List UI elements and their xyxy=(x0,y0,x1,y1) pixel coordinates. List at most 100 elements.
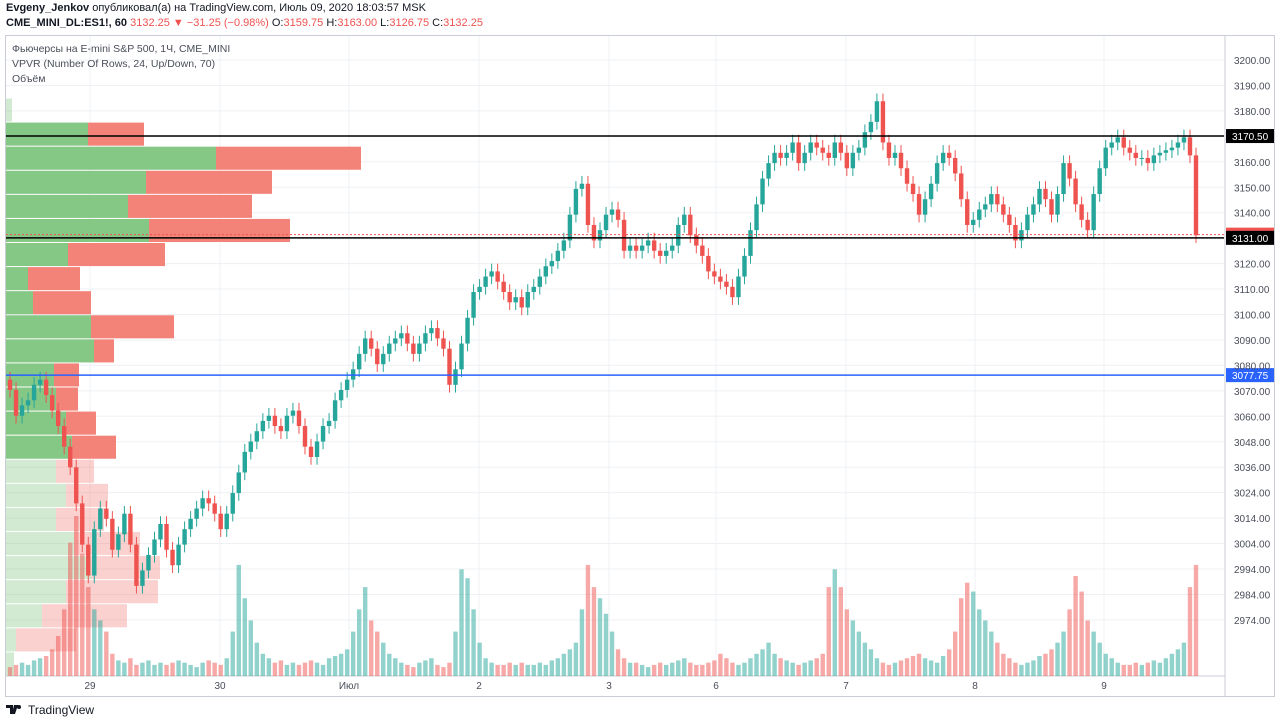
candle-body xyxy=(537,276,542,287)
candle-body xyxy=(573,188,579,215)
price-label-line: 3170.50 xyxy=(1226,129,1274,144)
volume-bar xyxy=(904,658,910,676)
volume-bar xyxy=(862,642,868,676)
x-tick-label: 9 xyxy=(1101,681,1107,692)
footer-brand[interactable]: TradingView xyxy=(6,703,94,718)
candle-body xyxy=(621,219,627,251)
candle-body xyxy=(447,348,452,385)
volume-bar xyxy=(1145,662,1151,676)
candle-body xyxy=(224,513,229,530)
volume-bar xyxy=(104,631,109,676)
candle-body xyxy=(98,508,103,530)
volume-bar xyxy=(561,653,567,676)
volume-bar xyxy=(736,664,741,676)
volume-bar xyxy=(585,564,591,676)
candle-body xyxy=(314,441,320,457)
volume-bar xyxy=(140,662,145,676)
vp-down-bar xyxy=(16,628,76,652)
open-label: O: xyxy=(271,17,284,29)
legend-vpvr[interactable]: VPVR (Number Of Rows, 24, Up/Down, 70) xyxy=(12,58,216,70)
vp-down-bar xyxy=(94,339,114,363)
candle-body xyxy=(778,152,783,158)
vp-up-bar xyxy=(6,459,56,483)
volume-bar xyxy=(525,664,530,676)
candle-body xyxy=(477,286,482,292)
legend-symbol[interactable]: Фьючерсы на E-mini S&P 500, 1Ч, CME_MINI xyxy=(12,43,231,55)
volume-bar xyxy=(362,587,368,676)
author-name[interactable]: Evgeny_Jenkov xyxy=(6,2,90,14)
volume-bar xyxy=(1073,576,1078,676)
y-tick-label: 3014.00 xyxy=(1234,514,1271,525)
candle-body xyxy=(826,152,831,158)
volume-bar xyxy=(25,664,31,676)
volume-bar xyxy=(724,658,729,676)
candle-body xyxy=(1037,188,1042,205)
volume-bar xyxy=(224,658,229,676)
vp-down-bar xyxy=(66,483,108,507)
x-tick-label: 2 xyxy=(476,681,482,692)
volume-bar xyxy=(760,649,765,676)
candle-body xyxy=(68,446,73,468)
volume-bar xyxy=(898,660,904,676)
volume-bar xyxy=(790,662,795,676)
vp-up-bar xyxy=(6,507,56,531)
candle-body xyxy=(302,426,308,447)
volume-bar xyxy=(934,662,940,676)
candle-body xyxy=(874,101,880,122)
vp-down-bar xyxy=(216,146,361,170)
candle-body xyxy=(688,214,693,236)
candle-body xyxy=(657,250,663,256)
candle-body xyxy=(104,508,109,519)
volume-bar xyxy=(356,609,362,676)
vp-down-bar xyxy=(149,218,290,242)
volume-bar xyxy=(74,516,79,676)
chart-frame xyxy=(5,35,1275,697)
candle-body xyxy=(790,142,795,153)
candle-body xyxy=(549,261,555,267)
candle-body xyxy=(338,389,344,401)
volume-bar xyxy=(248,620,254,676)
candle-body xyxy=(362,338,368,354)
volume-bar xyxy=(603,613,609,676)
candle-body xyxy=(61,426,67,447)
candle-body xyxy=(784,152,789,158)
candle-body xyxy=(495,271,500,282)
volume-bar xyxy=(447,662,452,676)
candle-body xyxy=(152,539,157,555)
volume-bar xyxy=(1055,642,1060,676)
candle-body xyxy=(651,240,657,251)
volume-bar xyxy=(718,653,723,676)
volume-bar xyxy=(977,609,982,676)
candle-body xyxy=(639,245,645,251)
candle-body xyxy=(218,513,223,530)
volume-bar xyxy=(1097,642,1102,676)
candle-body xyxy=(242,451,247,473)
volume-bar xyxy=(1079,591,1084,676)
volume-bar xyxy=(910,656,916,676)
candle-body xyxy=(1139,157,1145,159)
volume-bar xyxy=(892,662,898,676)
candle-body xyxy=(1085,219,1090,231)
volume-bar xyxy=(320,664,326,676)
price-change: ▼ −31.25 (−0.98%) xyxy=(172,17,269,29)
price-label-text: 3170.50 xyxy=(1232,132,1269,143)
volume-bar xyxy=(393,658,398,676)
candle-body xyxy=(1067,163,1072,179)
legend-volume[interactable]: Объём xyxy=(12,73,46,85)
vp-down-bar xyxy=(56,387,78,411)
candle-body xyxy=(507,292,512,303)
candle-body xyxy=(946,152,952,158)
candle-body xyxy=(284,415,290,432)
candle-body xyxy=(465,317,470,344)
y-tick-label: 3060.00 xyxy=(1234,412,1271,423)
volume-bar xyxy=(332,656,338,676)
volume-bar xyxy=(338,653,344,676)
candle-body xyxy=(122,513,127,535)
candle-body xyxy=(886,142,892,158)
volume-bar xyxy=(1109,658,1114,676)
candle-body xyxy=(670,245,675,251)
vp-up-bar xyxy=(6,291,33,315)
volume-bar xyxy=(242,598,247,676)
volume-bar xyxy=(664,664,669,676)
